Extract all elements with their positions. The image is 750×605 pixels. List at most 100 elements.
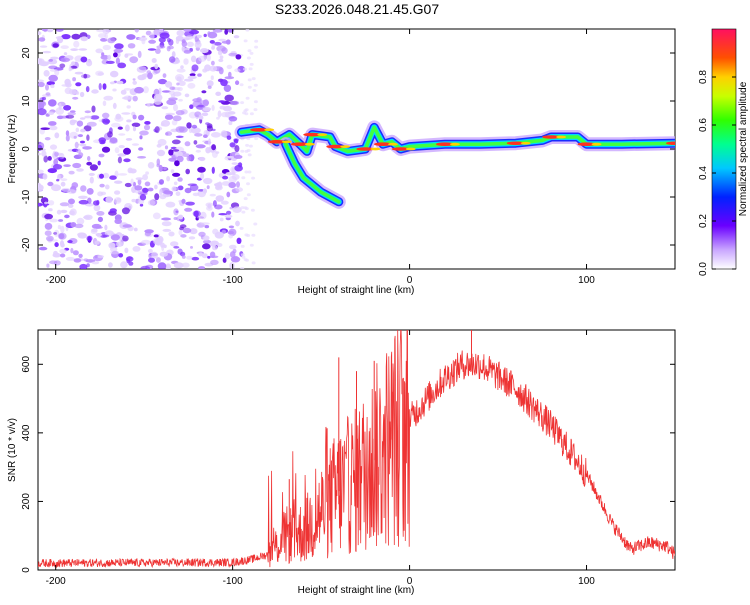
- noise-blob: [47, 168, 57, 174]
- noise-blob: [83, 125, 92, 132]
- noise-blob: [91, 89, 99, 94]
- noise-blob: [70, 48, 78, 51]
- noise-blob: [125, 256, 134, 262]
- noise-blob: [152, 212, 161, 220]
- noise-fade-blob: [247, 49, 252, 53]
- noise-blob: [117, 156, 122, 164]
- noise-blob: [43, 70, 50, 77]
- noise-blob: [58, 103, 62, 110]
- noise-blob: [139, 135, 143, 140]
- noise-blob: [157, 262, 167, 269]
- noise-fade-blob: [249, 112, 254, 116]
- noise-blob: [85, 202, 94, 207]
- noise-blob: [154, 184, 158, 190]
- signal-peak: [506, 141, 525, 146]
- colorbar-label: Normalized spectral amplitude: [738, 81, 749, 216]
- noise-fade-blob: [244, 149, 249, 153]
- signal-peak-core: [264, 128, 275, 132]
- noise-blob: [156, 45, 166, 49]
- noise-blob: [139, 66, 147, 71]
- noise-blob: [163, 167, 167, 170]
- noise-blob: [115, 57, 120, 65]
- noise-blob: [189, 73, 196, 77]
- noise-blob: [73, 258, 82, 263]
- noise-blob: [93, 200, 100, 206]
- noise-blob: [219, 55, 224, 59]
- noise-fade-blob: [251, 176, 256, 180]
- noise-blob: [118, 145, 125, 149]
- noise-blob: [162, 73, 167, 78]
- noise-blob: [218, 100, 226, 103]
- noise-blob: [102, 172, 110, 179]
- snr-ytick-label: 600: [21, 356, 32, 373]
- noise-fade-blob: [248, 144, 253, 148]
- noise-blob: [107, 37, 116, 44]
- noise-blob: [179, 224, 187, 229]
- noise-blob: [212, 245, 218, 251]
- noise-blob: [44, 137, 51, 141]
- noise-blob: [44, 201, 48, 205]
- noise-blob: [141, 239, 151, 245]
- noise-blob: [144, 121, 151, 125]
- noise-blob: [108, 242, 116, 249]
- signal-peak-core: [591, 142, 602, 146]
- noise-blob: [220, 130, 228, 138]
- noise-blob: [133, 227, 138, 232]
- noise-blob: [130, 178, 134, 186]
- noise-blob: [60, 45, 69, 49]
- noise-blob: [176, 29, 185, 37]
- noise-blob: [149, 32, 155, 40]
- noise-blob: [46, 235, 54, 242]
- noise-blob: [206, 80, 214, 87]
- noise-blob: [224, 29, 229, 35]
- noise-fade-blob: [240, 206, 245, 210]
- noise-blob: [172, 115, 182, 122]
- noise-blob: [129, 56, 139, 64]
- noise-blob: [187, 82, 196, 89]
- noise-fade-blob: [247, 153, 252, 157]
- noise-blob: [139, 203, 144, 207]
- noise-blob: [206, 54, 211, 62]
- noise-blob: [118, 253, 124, 258]
- noise-blob: [202, 235, 210, 241]
- noise-blob: [165, 131, 173, 136]
- noise-fade-blob: [251, 233, 256, 237]
- snr-series-line: [38, 330, 675, 569]
- noise-blob: [181, 255, 186, 259]
- signal-peak-core: [520, 141, 531, 145]
- noise-blob: [80, 36, 88, 42]
- noise-blob: [38, 152, 42, 156]
- noise-blob: [235, 220, 240, 227]
- noise-blob: [221, 200, 229, 205]
- noise-blob: [86, 59, 93, 67]
- noise-blob: [178, 214, 184, 220]
- noise-blob: [229, 244, 237, 250]
- noise-blob: [42, 173, 48, 180]
- noise-blob: [77, 232, 87, 237]
- noise-blob: [56, 157, 63, 160]
- noise-blob: [218, 38, 227, 42]
- noise-blob: [181, 262, 190, 268]
- noise-blob: [134, 86, 144, 94]
- noise-blob: [189, 29, 199, 35]
- noise-blob: [117, 153, 127, 157]
- noise-blob: [159, 188, 163, 196]
- spectrogram-ytick-label: 0: [21, 146, 32, 152]
- noise-blob: [155, 257, 161, 263]
- noise-blob: [175, 126, 185, 133]
- noise-blob: [147, 48, 156, 51]
- noise-blob: [83, 73, 88, 79]
- noise-blob: [68, 170, 75, 175]
- noise-blob: [105, 60, 115, 64]
- noise-blob: [107, 131, 113, 138]
- noise-fade-blob: [249, 51, 254, 55]
- noise-blob: [112, 102, 117, 109]
- noise-blob: [120, 89, 127, 95]
- figure-title: S233.2026.048.21.45.G07: [275, 1, 439, 17]
- noise-blob: [178, 98, 183, 102]
- branch-track-green: [283, 142, 341, 204]
- noise-blob: [60, 209, 68, 214]
- noise-blob: [183, 29, 192, 33]
- noise-blob: [134, 29, 140, 33]
- signal-peak: [391, 147, 410, 151]
